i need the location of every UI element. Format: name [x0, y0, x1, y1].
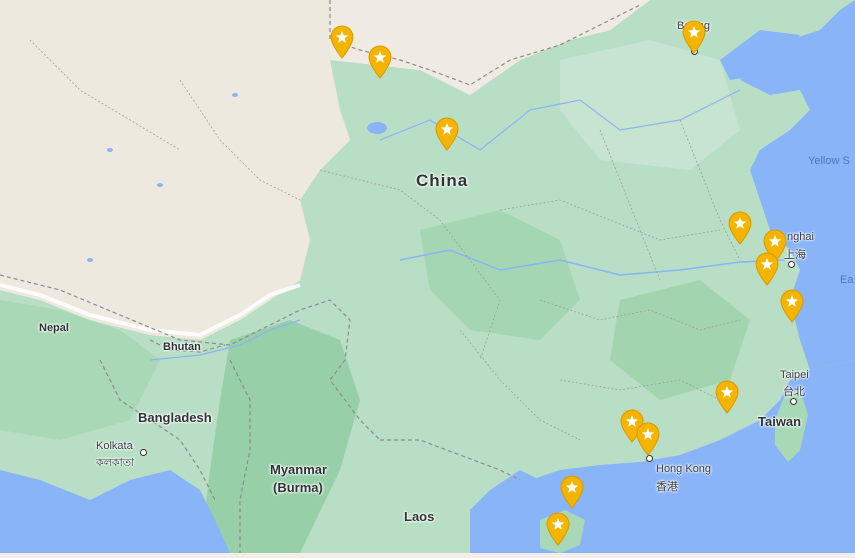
south-china-sea	[470, 360, 855, 553]
label-shanghai-local: 上海	[784, 249, 806, 261]
east-china-sea	[740, 0, 855, 370]
label-hong-kong: Hong Kong	[656, 463, 712, 475]
lake-small-2	[107, 148, 113, 152]
star-pin-icon[interactable]	[367, 45, 393, 79]
label-taipei-local: 台北	[783, 386, 805, 398]
label-myanmar-burma: (Burma)	[273, 480, 323, 495]
label-bangladesh: Bangladesh	[138, 410, 212, 425]
province-borders	[29, 39, 741, 441]
forest-patch-west	[0, 300, 160, 440]
label-myanmar: Myanmar	[270, 462, 328, 477]
country-borders	[0, 0, 641, 553]
lake-small-4	[87, 258, 93, 262]
forest-patch-south	[200, 320, 360, 553]
forest-patch-central	[420, 210, 580, 340]
lake-small-1	[157, 183, 163, 187]
label-east-china-sea: Ea	[840, 274, 854, 286]
yangtze-river	[399, 249, 786, 276]
label-kolkata: Kolkata	[96, 440, 133, 452]
label-laos: Laos	[404, 509, 435, 524]
forest-patch-east	[610, 280, 750, 400]
qinghai-lake	[367, 122, 387, 134]
star-pin-icon[interactable]	[779, 289, 805, 323]
label-bhutan: Bhutan	[163, 341, 201, 353]
taiwan-island	[775, 390, 808, 462]
star-pin-icon[interactable]	[434, 117, 460, 151]
star-pin-icon[interactable]	[714, 380, 740, 414]
star-pin-icon[interactable]	[681, 20, 707, 54]
label-taipei: Taipei	[780, 369, 809, 381]
star-pin-icon[interactable]	[727, 211, 753, 245]
label-china: China	[416, 171, 469, 190]
lake-small-3	[232, 93, 238, 97]
forest-patch-north	[560, 40, 740, 170]
city-dot-hong-kong[interactable]	[646, 455, 653, 462]
star-pin-icon[interactable]	[545, 512, 571, 546]
brahmaputra-river	[149, 319, 301, 361]
star-pin-icon[interactable]	[329, 25, 355, 59]
label-hong-kong-local: 香港	[656, 481, 678, 493]
himalaya-ridge	[0, 283, 301, 338]
star-pin-icon[interactable]	[559, 475, 585, 509]
label-shanghai: nghai	[787, 231, 814, 243]
plateau-region	[0, 0, 350, 340]
city-dot-shanghai[interactable]	[788, 261, 795, 268]
star-pin-icon[interactable]	[635, 422, 661, 456]
star-pin-icon[interactable]	[754, 252, 780, 286]
city-dot-kolkata[interactable]	[140, 449, 147, 456]
bohai-sea	[720, 30, 800, 80]
desert-region-north	[330, 0, 650, 95]
label-yellow-sea: Yellow S	[808, 155, 850, 167]
label-kolkata-local: কলকাতা	[96, 457, 135, 469]
bay-of-bengal	[0, 470, 230, 553]
city-dot-taipei[interactable]	[790, 398, 797, 405]
label-taiwan: Taiwan	[758, 414, 802, 429]
gulf-of-tonkin	[470, 470, 540, 553]
label-nepal: Nepal	[39, 322, 69, 334]
